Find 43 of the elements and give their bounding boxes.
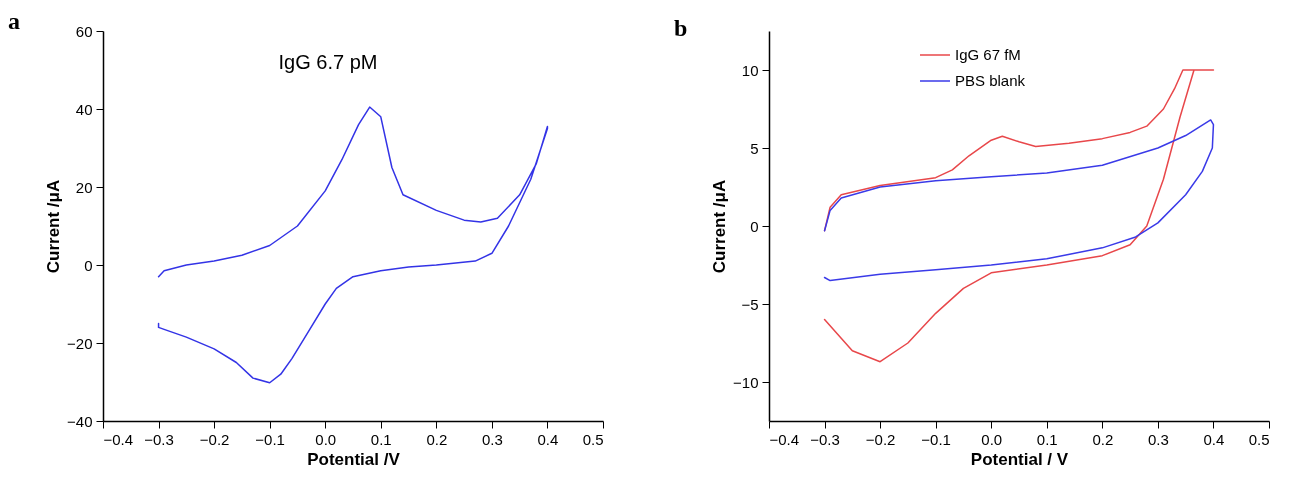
y-tick-label: 20 <box>75 178 93 196</box>
x-tick-label: −0.4 <box>103 430 134 448</box>
chart-title: b <box>674 15 688 41</box>
y-tick-label: 60 <box>75 22 93 40</box>
y-tick-label: −40 <box>67 412 93 430</box>
x-tick-label: 0.4 <box>1203 430 1225 448</box>
x-tick-label: −0.1 <box>255 430 285 448</box>
x-tick-label: −0.1 <box>921 430 951 448</box>
y-tick-label: 10 <box>741 61 759 79</box>
x-tick-label: 0.3 <box>1147 430 1169 448</box>
x-tick-label: 0.2 <box>1092 430 1114 448</box>
x-axis-title: Potential / V <box>970 449 1069 469</box>
y-tick-label: 5 <box>750 139 759 157</box>
y-tick-label: −5 <box>741 295 759 313</box>
y-tick-label: −20 <box>67 334 93 352</box>
line-series <box>823 69 1215 363</box>
legend-label: PBS blank <box>955 72 1026 89</box>
x-tick-label: 0.5 <box>1248 430 1270 448</box>
y-tick-label: 40 <box>75 100 93 118</box>
annotation: IgG 6.7 pM <box>278 51 378 73</box>
legend-label: IgG 67 fM <box>955 46 1021 63</box>
y-axis-title: Current /μA <box>44 179 64 274</box>
x-tick-label: 0.1 <box>370 430 392 448</box>
x-tick-label: 0.0 <box>315 430 337 448</box>
x-tick-label: 0.0 <box>981 430 1003 448</box>
x-tick-label: −0.2 <box>865 430 896 448</box>
x-tick-label: −0.4 <box>769 430 800 448</box>
x-tick-label: 0.5 <box>582 430 604 448</box>
line-series <box>157 106 549 384</box>
x-tick-label: 0.4 <box>537 430 559 448</box>
y-axis-title: Current /μA <box>710 179 730 274</box>
chart-title: a <box>8 8 20 34</box>
x-axis-title: Potential /V <box>307 449 401 469</box>
x-tick-label: −0.2 <box>199 430 230 448</box>
x-tick-label: −0.3 <box>810 430 840 448</box>
y-tick-label: 0 <box>84 256 93 274</box>
y-tick-label: −10 <box>733 373 759 391</box>
x-tick-label: −0.3 <box>144 430 174 448</box>
y-tick-label: 0 <box>750 217 759 235</box>
line-series <box>823 119 1215 282</box>
x-tick-label: 0.1 <box>1036 430 1058 448</box>
x-tick-label: 0.3 <box>481 430 503 448</box>
x-tick-label: 0.2 <box>426 430 448 448</box>
